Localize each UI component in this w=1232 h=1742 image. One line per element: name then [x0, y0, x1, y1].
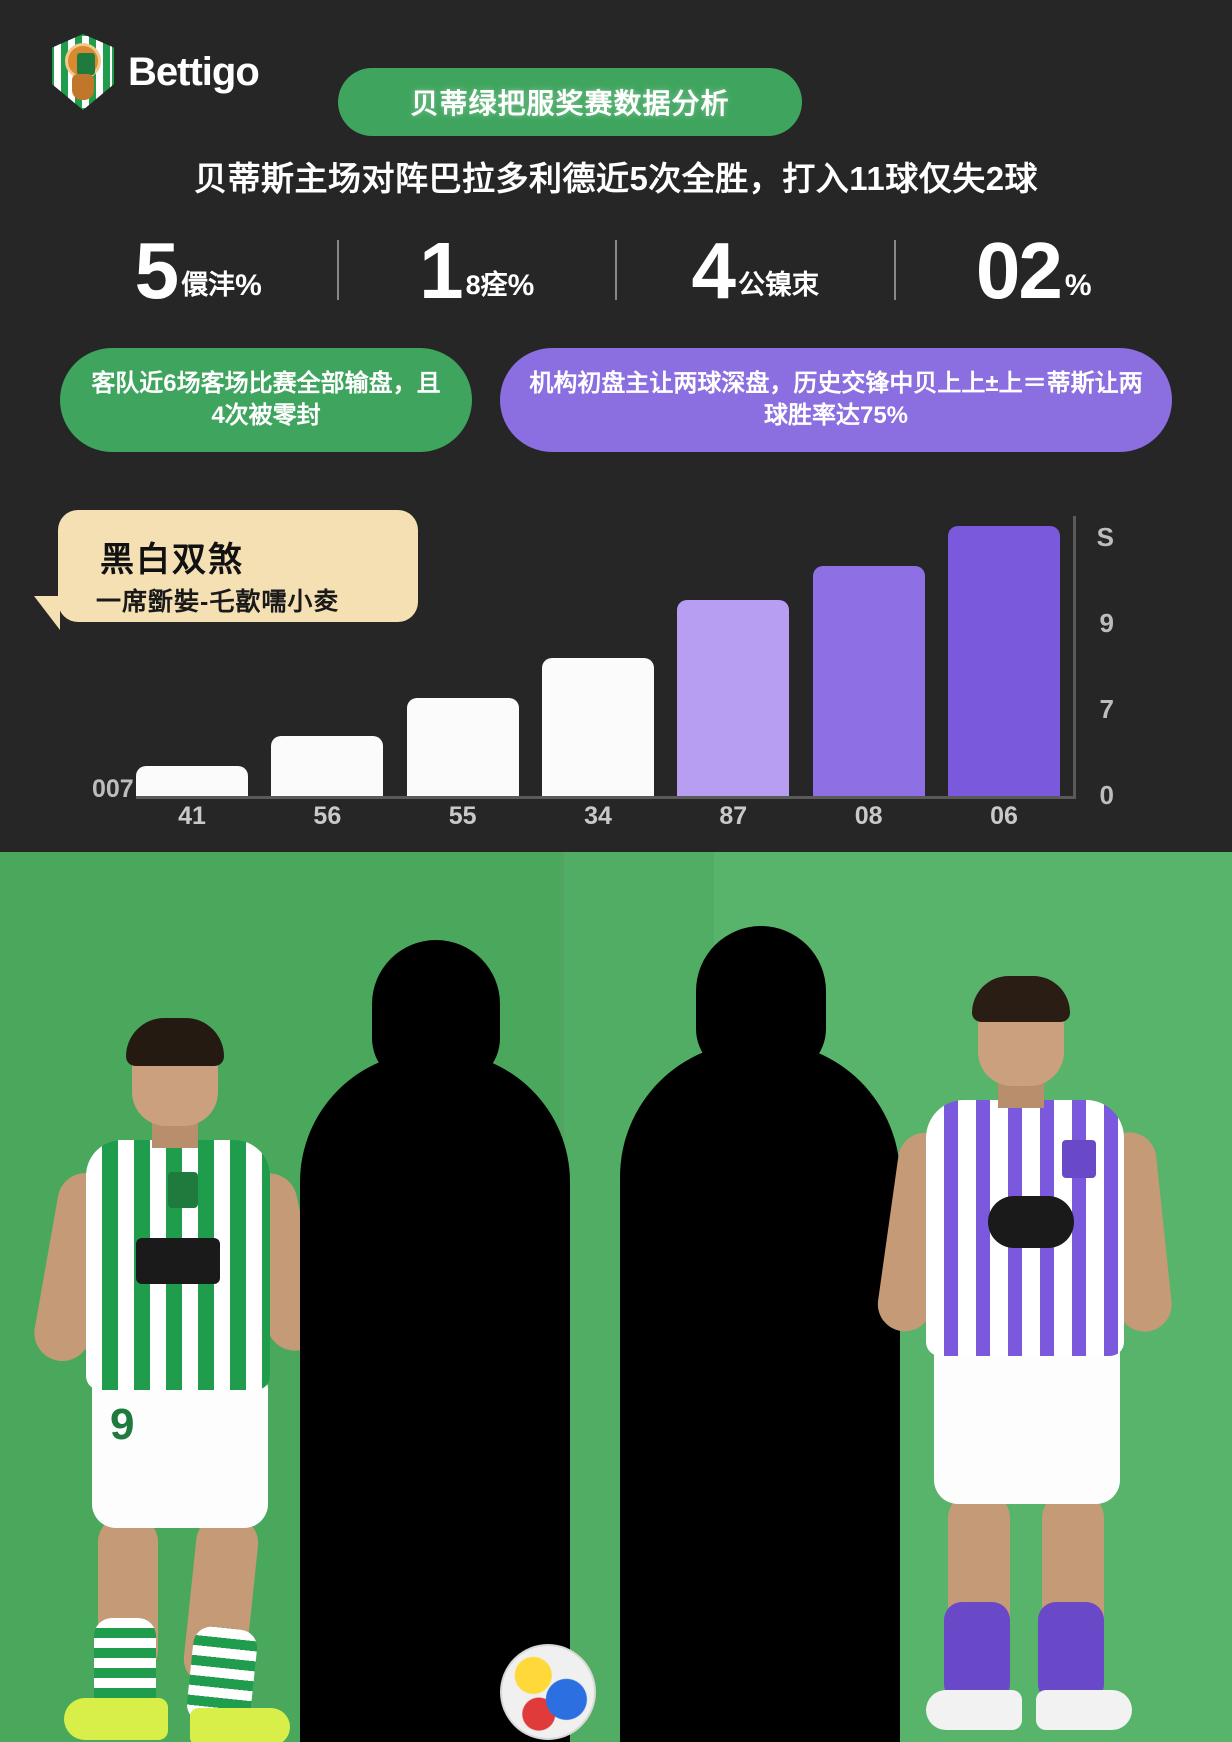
silhouette-right-head	[696, 926, 826, 1076]
callout-title: 黑白双煞	[100, 541, 244, 579]
bar-1	[136, 766, 248, 798]
stat-number: 1	[419, 226, 463, 316]
x-tick-7: 06	[990, 802, 1018, 830]
insight-pill-away-form: 客队近6场客场比赛全部输盘，且4次被零封	[60, 348, 472, 452]
silhouette-right	[620, 926, 900, 1742]
stat-suffix: 公镍朿	[738, 270, 819, 300]
chart-x-tick-labels: 41 56 55 34 87 08 06	[136, 802, 1060, 842]
player-betis-sponsor	[136, 1238, 220, 1284]
player-valladolid-sponsor	[988, 1196, 1074, 1248]
player-valladolid-sock-right	[1038, 1602, 1104, 1702]
x-tick-5: 87	[719, 802, 748, 830]
player-betis-hair	[126, 1018, 224, 1066]
x-tick-2: 56	[313, 802, 342, 830]
player-betis-boot-left	[64, 1698, 168, 1740]
y-tick-3: 0	[1099, 780, 1114, 810]
player-betis: 9	[29, 1018, 330, 1742]
stat-divider	[615, 240, 617, 300]
bar-5	[677, 600, 790, 798]
insight-pill-row: 客队近6场客场比赛全部输盘，且4次被零封 机构初盘主让两球深盘，历史交锋中贝上上…	[60, 348, 1172, 452]
y-tick-0: S	[1096, 522, 1114, 552]
bar-3	[406, 698, 519, 798]
stats-row: 5 儇沣 % 1 8痊 % 4 公镍朿 02 %	[60, 212, 1173, 316]
chart-x-axis	[136, 796, 1076, 799]
x-tick-1: 41	[178, 802, 206, 830]
chart-bars	[136, 516, 1060, 798]
brand-logo: Bettigo	[52, 34, 260, 110]
stat-divider	[336, 240, 339, 300]
player-betis-club-badge	[168, 1172, 198, 1208]
player-valladolid-shorts	[934, 1344, 1120, 1504]
player-valladolid-boot-left	[926, 1690, 1022, 1730]
stat-divider	[893, 240, 896, 300]
stat-percent: %	[235, 269, 262, 302]
callout-subtitle: 一席斵娤-乇歖嚅小夌	[96, 588, 340, 616]
player-valladolid	[874, 976, 1176, 1742]
bar-4	[541, 658, 654, 798]
football-icon	[500, 1644, 596, 1740]
players-photo-panel: 9	[0, 852, 1232, 1742]
callout-box: 黑白双煞 一席斵娤-乇歖嚅小夌	[34, 510, 418, 630]
player-valladolid-club-badge	[1062, 1140, 1096, 1178]
x-tick-3: 55	[448, 802, 477, 830]
stat-item-1: 5 儇沣 %	[60, 212, 337, 316]
stat-suffix: 8痊	[465, 270, 508, 300]
x-tick-4: 34	[584, 802, 612, 830]
bar-7	[947, 526, 1060, 798]
stat-percent: %	[1064, 269, 1092, 302]
analytics-panel: Bettigo 贝蒂绿把服奖赛数据分析 贝蒂斯主场对阵巴拉多利德近5次全胜，打入…	[0, 0, 1232, 852]
stat-number: 4	[691, 226, 736, 316]
player-valladolid-hair	[972, 976, 1070, 1022]
bar-chart: S 9 7 0 007 41 56 55 34 87 08 06	[92, 498, 1120, 830]
page-title: 贝蒂绿把服奖赛数据分析	[410, 88, 730, 119]
stat-item-3: 4 公镍朿	[617, 212, 894, 316]
header: Bettigo 贝蒂绿把服奖赛数据分析	[0, 28, 1232, 136]
player-betis-shorts	[92, 1378, 268, 1528]
crest-ring-shape	[65, 43, 101, 79]
bar-6	[812, 566, 925, 798]
stat-item-2: 1 8痊 %	[339, 212, 616, 316]
y-tick-1: 9	[1099, 608, 1114, 638]
silhouette-left	[300, 940, 570, 1742]
brand-name: Bettigo	[128, 49, 260, 94]
headline-text: 贝蒂斯主场对阵巴拉多利德近5次全胜，打入11球仅失2球	[193, 160, 1039, 197]
player-valladolid-boot-right	[1036, 1690, 1132, 1730]
stat-item-4: 02 %	[896, 212, 1173, 316]
chart-origin-label: 007	[92, 775, 134, 803]
player-betis-boot-right	[190, 1708, 290, 1742]
stat-percent: %	[507, 269, 535, 302]
x-tick-6: 08	[854, 802, 883, 830]
real-betis-crest-icon	[52, 34, 114, 110]
chart-y-axis	[1073, 516, 1076, 798]
insight-pill-handicap: 机构初盘主让两球深盘，历史交锋中贝上上±上＝蒂斯让两球胜率达75%	[500, 348, 1172, 452]
stat-number: 02	[975, 226, 1063, 316]
player-valladolid-sock-left	[944, 1602, 1010, 1702]
bar-2	[271, 736, 384, 798]
title-banner: 贝蒂绿把服奖赛数据分析	[338, 68, 802, 136]
player-betis-shirt-number: 9	[110, 1400, 135, 1449]
stat-suffix: 儇沣	[181, 270, 236, 300]
y-tick-2: 7	[1099, 694, 1114, 724]
silhouette-left-head	[372, 940, 500, 1086]
chart-y-tick-labels: S 9 7 0	[1080, 512, 1120, 812]
stat-number: 5	[134, 226, 179, 316]
crest-emblem-shape	[72, 74, 94, 100]
